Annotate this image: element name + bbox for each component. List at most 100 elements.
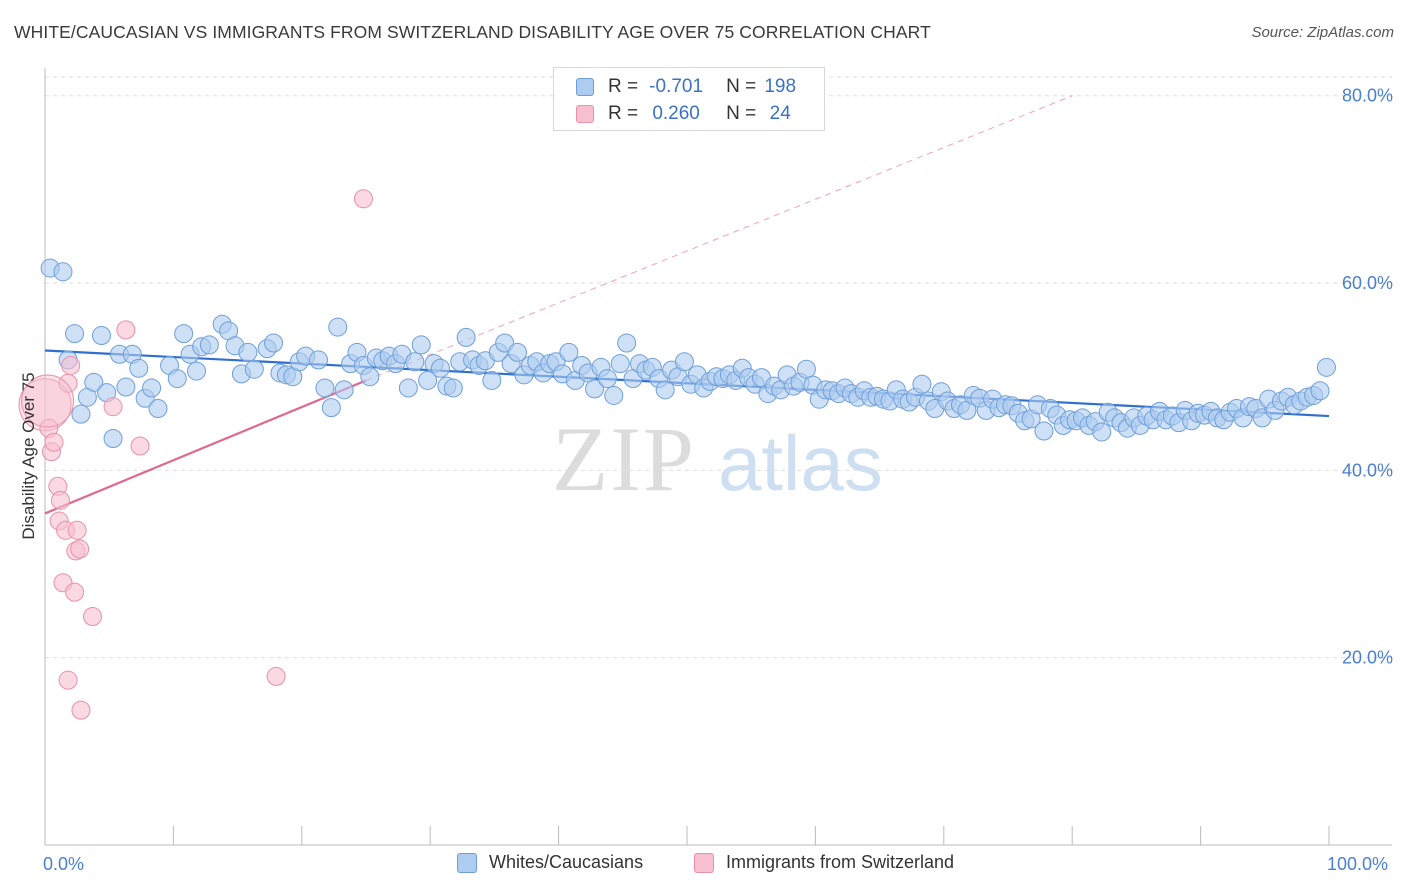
point-swiss bbox=[65, 582, 85, 602]
point-whites bbox=[334, 380, 354, 400]
point-swiss bbox=[44, 432, 64, 452]
x-tick-label-max: 100.0% bbox=[1327, 854, 1388, 874]
point-swiss bbox=[353, 189, 373, 209]
legend-swatch-blue bbox=[576, 78, 594, 96]
point-whites bbox=[65, 324, 85, 344]
point-whites bbox=[91, 325, 111, 345]
point-whites bbox=[655, 380, 675, 400]
point-whites bbox=[1092, 422, 1112, 442]
point-whites bbox=[315, 378, 335, 398]
legend-n-value: 198 bbox=[764, 76, 797, 97]
x-ticks bbox=[44, 826, 1330, 845]
legend-r-value: -0.701 bbox=[649, 76, 704, 97]
point-whites bbox=[1316, 357, 1336, 377]
point-whites bbox=[796, 359, 816, 379]
legend-n-label: N = bbox=[726, 76, 757, 97]
point-swiss bbox=[58, 670, 78, 690]
bottom-legend-swiss: Immigrants from Switzerland bbox=[694, 852, 954, 873]
point-swiss bbox=[67, 520, 87, 540]
legend-r-label: R = bbox=[608, 103, 639, 124]
point-whites bbox=[244, 359, 264, 379]
point-whites bbox=[597, 369, 617, 389]
correlation-legend: R = -0.701 N = 198 R = 0.260 N = 24 bbox=[553, 67, 825, 131]
point-whites bbox=[912, 374, 932, 394]
bottom-legend-whites: Whites/Caucasians bbox=[457, 852, 643, 873]
point-whites bbox=[116, 377, 136, 397]
y-tick-label: 40.0% bbox=[1342, 460, 1393, 480]
bottom-legend-swatch-blue bbox=[457, 852, 477, 873]
point-whites bbox=[398, 378, 418, 398]
point-whites bbox=[418, 370, 438, 390]
point-whites bbox=[360, 367, 380, 387]
point-whites bbox=[411, 335, 431, 355]
trend-line-swiss-extension bbox=[365, 95, 1073, 381]
point-whites bbox=[264, 333, 284, 353]
point-whites bbox=[142, 378, 162, 398]
y-tick-label: 20.0% bbox=[1342, 648, 1393, 668]
point-whites bbox=[482, 370, 502, 390]
point-whites bbox=[328, 317, 348, 337]
point-whites bbox=[617, 333, 637, 353]
y-tick-labels: 20.0% 40.0% 60.0% 80.0% bbox=[1342, 86, 1393, 668]
legend-n-value: 24 bbox=[769, 103, 791, 124]
point-whites bbox=[187, 361, 207, 381]
point-whites bbox=[238, 342, 258, 362]
x-tick-labels: 0.0% 100.0% bbox=[43, 854, 1388, 874]
point-swiss bbox=[21, 374, 75, 428]
point-whites bbox=[495, 333, 515, 353]
point-swiss bbox=[50, 490, 70, 510]
legend-r-label: R = bbox=[608, 76, 639, 97]
point-whites bbox=[1310, 381, 1330, 401]
point-whites bbox=[103, 429, 123, 449]
bottom-legend-label-swiss: Immigrants from Switzerland bbox=[726, 852, 955, 872]
point-whites bbox=[405, 352, 425, 372]
point-whites bbox=[199, 335, 219, 355]
point-whites bbox=[559, 342, 579, 362]
legend-r-value: 0.260 bbox=[652, 103, 700, 124]
point-whites bbox=[508, 342, 528, 362]
point-swiss bbox=[116, 320, 136, 340]
y-tick-label: 60.0% bbox=[1342, 273, 1393, 293]
point-whites bbox=[456, 327, 476, 347]
point-whites bbox=[167, 369, 187, 389]
trend-line-swiss bbox=[44, 379, 367, 515]
point-whites bbox=[674, 352, 694, 372]
point-whites bbox=[585, 379, 605, 399]
point-whites bbox=[71, 404, 91, 424]
y-axis-title: Disability Age Over 75 bbox=[19, 372, 38, 539]
point-swiss bbox=[266, 666, 286, 686]
point-swiss bbox=[83, 606, 103, 626]
point-whites bbox=[604, 385, 624, 405]
watermark-atlas: atlas bbox=[718, 419, 883, 507]
point-whites bbox=[321, 398, 341, 418]
chart-title: WHITE/CAUCASIAN VS IMMIGRANTS FROM SWITZ… bbox=[14, 22, 931, 42]
point-swiss bbox=[71, 700, 91, 720]
point-whites bbox=[53, 262, 73, 282]
point-swiss bbox=[103, 397, 123, 417]
series-swiss-points bbox=[18, 189, 373, 720]
legend-swatch-pink bbox=[576, 105, 594, 123]
point-whites bbox=[129, 358, 149, 378]
y-tick-label: 80.0% bbox=[1342, 86, 1393, 106]
point-whites bbox=[174, 324, 194, 344]
legend-n-label: N = bbox=[726, 103, 757, 124]
series-whites-points bbox=[40, 258, 1336, 449]
point-whites bbox=[443, 378, 463, 398]
legend-row-swiss: R = 0.260 N = 24 bbox=[554, 101, 804, 127]
point-whites bbox=[1034, 421, 1054, 441]
watermark: ZIP atlas bbox=[552, 408, 883, 510]
point-whites bbox=[430, 358, 450, 378]
point-whites bbox=[308, 350, 328, 370]
legend-row-whites: R = -0.701 N = 198 bbox=[554, 74, 804, 100]
point-whites bbox=[610, 354, 630, 374]
bottom-legend-swatch-pink bbox=[694, 852, 714, 873]
bottom-legend-label-whites: Whites/Caucasians bbox=[489, 852, 644, 872]
point-whites bbox=[84, 372, 104, 392]
point-swiss bbox=[70, 539, 90, 559]
x-tick-label-min: 0.0% bbox=[43, 854, 84, 874]
point-whites bbox=[148, 399, 168, 419]
point-swiss bbox=[61, 355, 81, 375]
watermark-zip: ZIP bbox=[552, 408, 696, 510]
point-swiss bbox=[130, 436, 150, 456]
